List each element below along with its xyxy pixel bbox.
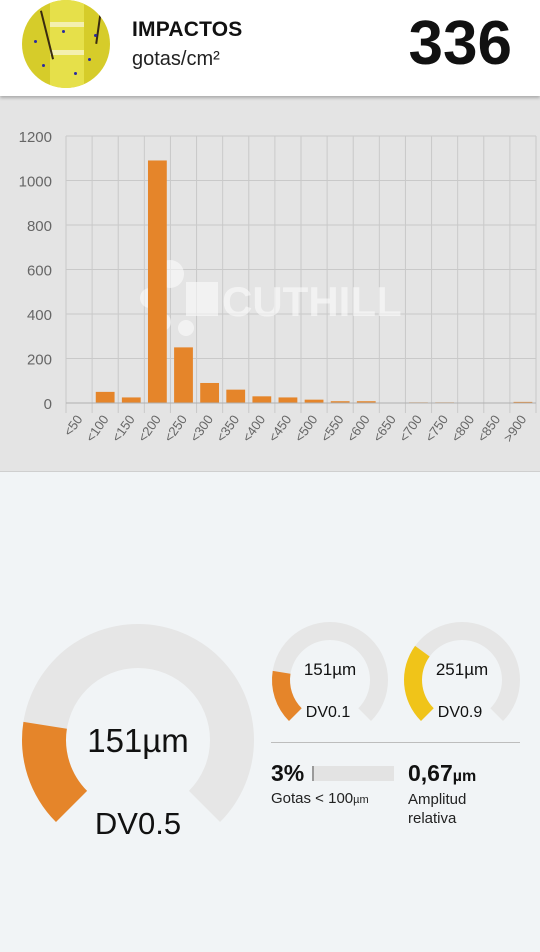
gotas-bar-track <box>312 766 394 781</box>
amplitud-number: 0,67 <box>408 760 453 786</box>
dv09-value: 251µm <box>435 660 489 679</box>
dv01-gauge-track <box>272 622 389 722</box>
x-tick-label: >900 <box>500 412 529 445</box>
thumbnail-stripe <box>50 0 84 88</box>
y-tick-label: 400 <box>27 307 52 324</box>
thumbnail-band <box>50 22 84 27</box>
thumbnail-dot <box>74 72 77 75</box>
impactos-title: IMPACTOS <box>132 18 243 41</box>
dv01-label: DV0.1 <box>305 704 351 721</box>
x-tick-label: <500 <box>291 412 320 445</box>
histogram-panel: 0 200 400 600 800 1000 1200 CUTHILL <50 <100 <150 <… <box>0 96 540 472</box>
histogram-bar <box>252 396 272 403</box>
x-tick-label: <800 <box>448 412 477 445</box>
dv09-gauge-fill <box>404 645 434 722</box>
x-tick-label: <700 <box>396 412 425 445</box>
histogram-bar <box>226 389 246 403</box>
x-tick-label: <600 <box>344 412 373 445</box>
y-tick-label: 200 <box>27 352 52 369</box>
histogram-bar <box>278 397 298 403</box>
amplitud-value: 0,67µm <box>408 760 476 787</box>
gotas-bar-fill <box>312 766 315 781</box>
watermark-square <box>186 282 218 316</box>
impactos-count: 336 <box>408 9 512 78</box>
gotas-label: Gotas < 100µm <box>271 790 369 807</box>
x-tick-label: <650 <box>370 412 399 445</box>
x-tick-label: <550 <box>318 412 347 445</box>
amplitud-label: Amplitud relativa <box>408 791 467 827</box>
x-tick-label: <150 <box>109 412 138 445</box>
gotas-percentage: 3% <box>271 760 305 786</box>
histogram-bar <box>121 397 141 403</box>
watermark-logo: CUTHILL <box>140 260 402 336</box>
histogram-bar <box>200 382 220 403</box>
thumbnail-band <box>50 50 84 55</box>
y-tick-label: 1000 <box>19 174 52 191</box>
stats-divider <box>271 742 520 743</box>
thumbnail-dot <box>34 40 37 43</box>
histogram-bar <box>513 401 533 403</box>
impactos-unit: gotas/cm² <box>132 48 220 70</box>
x-tick-label: <100 <box>83 412 112 445</box>
y-tick-label: 800 <box>27 218 52 235</box>
x-tick-label: <250 <box>161 412 190 445</box>
y-tick-label: 600 <box>27 263 52 280</box>
y-tick-label: 0 <box>44 396 52 413</box>
dv09-label: DV0.9 <box>437 704 483 721</box>
header: IMPACTOS gotas/cm² 336 <box>0 0 540 96</box>
x-tick-label: <750 <box>422 412 451 445</box>
histogram-bar <box>304 399 324 403</box>
sample-card-thumbnail[interactable] <box>22 0 110 88</box>
gotas-label-unit: µm <box>353 794 369 806</box>
gauges-svg <box>22 622 521 823</box>
thumbnail-mark <box>95 4 103 44</box>
x-tick-label: <50 <box>61 412 86 439</box>
histogram-chart: 020040060080010001200CUTHILL<50<100<150<… <box>19 129 537 445</box>
thumbnail-dot <box>42 64 45 67</box>
x-tick-label: <300 <box>187 412 216 445</box>
dv05-label: DV0.5 <box>94 806 182 841</box>
x-tick-label: <450 <box>265 412 294 445</box>
thumbnail-dot <box>62 30 65 33</box>
dv01-value: 151µm <box>303 660 357 679</box>
histogram-bar <box>95 391 115 403</box>
watermark-dot <box>178 320 194 336</box>
y-tick-label: 1200 <box>19 129 52 146</box>
dv09-gauge-track <box>404 622 521 722</box>
histogram-bar <box>356 401 376 403</box>
dv05-gauge-track <box>22 624 255 823</box>
x-tick-label: <200 <box>135 412 164 445</box>
thumbnail-dot <box>88 58 91 61</box>
gotas-label-text: Gotas < 100 <box>271 790 354 807</box>
histogram-bar <box>147 160 167 403</box>
x-tick-label: <400 <box>239 412 268 445</box>
gauges-panel: 151µm DV0.5 151µm DV0.1 251µm DV0.9 3% G… <box>0 472 540 952</box>
dv05-gauge-fill <box>22 721 88 823</box>
thumbnail-dot <box>94 34 97 37</box>
x-tick-label: <850 <box>474 412 503 445</box>
amplitud-unit: µm <box>452 768 477 785</box>
dv01-gauge-fill <box>272 670 302 722</box>
dv05-value: 151µm <box>87 722 189 759</box>
histogram-bar <box>174 347 193 403</box>
x-tick-label: <350 <box>213 412 242 445</box>
watermark-text: CUTHILL <box>222 278 402 325</box>
histogram-bar <box>330 401 350 403</box>
